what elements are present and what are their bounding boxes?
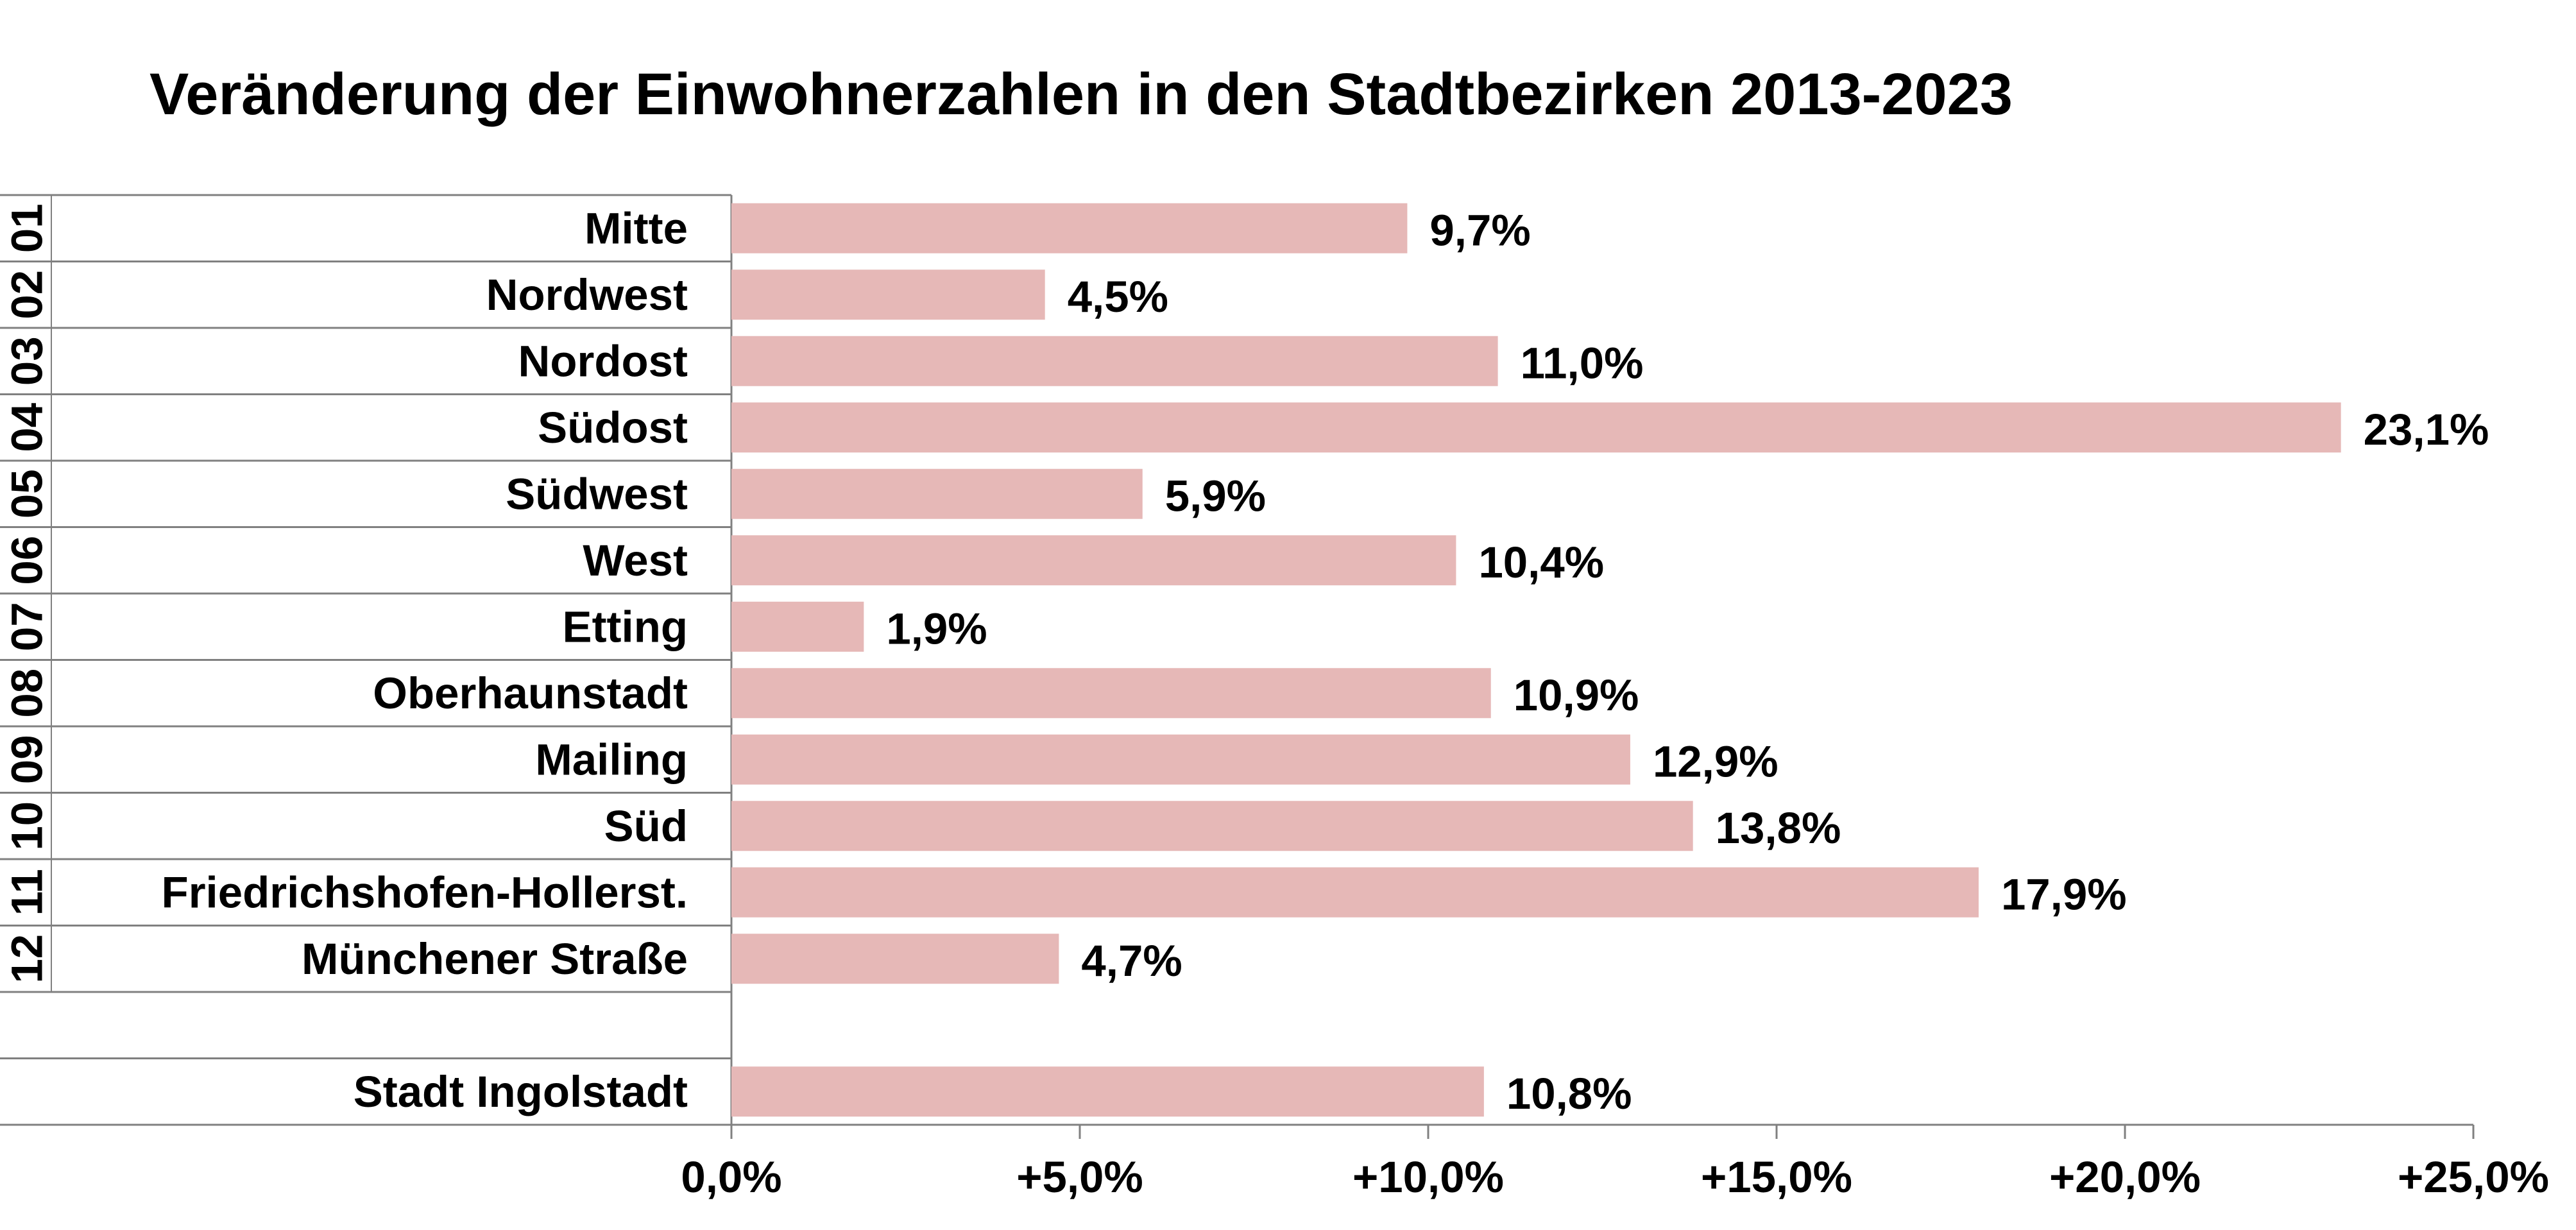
category-label: Süd [604,801,688,851]
category-label: Oberhaunstadt [373,669,688,718]
district-code-label: 10 [3,801,52,851]
data-label: 12,9% [1653,737,1778,786]
data-label: 23,1% [2364,405,2489,454]
district-code-label: 02 [3,270,52,320]
district-code-label: 09 [3,735,52,784]
district-code-label: 06 [3,536,52,585]
bar [731,601,864,652]
x-tick-label: +5,0% [1016,1152,1143,1202]
bar [731,203,1408,253]
data-label: 4,5% [1068,272,1168,321]
category-label: West [583,536,688,585]
district-code-label: 03 [3,336,52,386]
bar [731,269,1045,320]
data-label: 1,9% [886,604,987,653]
data-label: 17,9% [2001,869,2127,919]
x-tick-label: +20,0% [2049,1152,2201,1202]
data-label: 9,7% [1429,205,1530,255]
x-axis: 0,0% +5,0% +10,0% +15,0% +20,0% +25,0% [0,1123,2549,1202]
bar [731,934,1059,984]
bar [731,734,1630,785]
category-label: Münchener Straße [302,934,688,984]
x-tick-label: +25,0% [2398,1152,2549,1202]
district-code-label: 01 [3,203,52,253]
category-label: Nordwest [486,270,688,320]
bar [731,535,1456,586]
bar [731,1066,1484,1117]
data-label: 10,9% [1514,671,1639,720]
category-label: Stadt Ingolstadt [354,1067,688,1116]
district-code-label: 11 [3,869,52,916]
bar [731,801,1693,851]
district-code-label: 04 [3,403,52,452]
district-code-label: 07 [3,602,52,651]
data-label: 13,8% [1716,803,1841,853]
category-label: Friedrichshofen-Hollerst. [162,867,688,917]
category-grid [0,194,733,1126]
data-label: 11,0% [1521,338,1644,388]
district-code-label: 12 [3,934,52,984]
labels: 01 Mitte 9,7% 02 Nordwest 4,5% 03 Nordost 11,0% 0… [3,203,2489,1118]
category-label: Südost [538,403,688,452]
category-label: Mitte [584,203,688,253]
bar [731,402,2341,453]
category-label: Mailing [535,735,688,784]
data-label: 4,7% [1081,936,1182,986]
bar [731,336,1498,386]
data-label: 5,9% [1165,471,1266,520]
data-label: 10,4% [1478,538,1604,587]
x-tick-label: 0,0% [681,1152,781,1202]
category-label: Nordost [518,336,688,386]
category-label: Etting [563,602,688,651]
x-tick-label: +15,0% [1701,1152,1852,1202]
district-code-label: 05 [3,469,52,518]
bar [731,668,1491,719]
district-code-label: 08 [3,669,52,718]
category-label: Südwest [506,469,688,518]
chart-title: Veränderung der Einwohnerzahlen in den S… [149,62,2013,127]
bar [731,867,1979,918]
bars [731,203,2341,1117]
x-tick-label: +10,0% [1352,1152,1504,1202]
bar [731,468,1143,519]
data-label: 10,8% [1506,1069,1632,1118]
